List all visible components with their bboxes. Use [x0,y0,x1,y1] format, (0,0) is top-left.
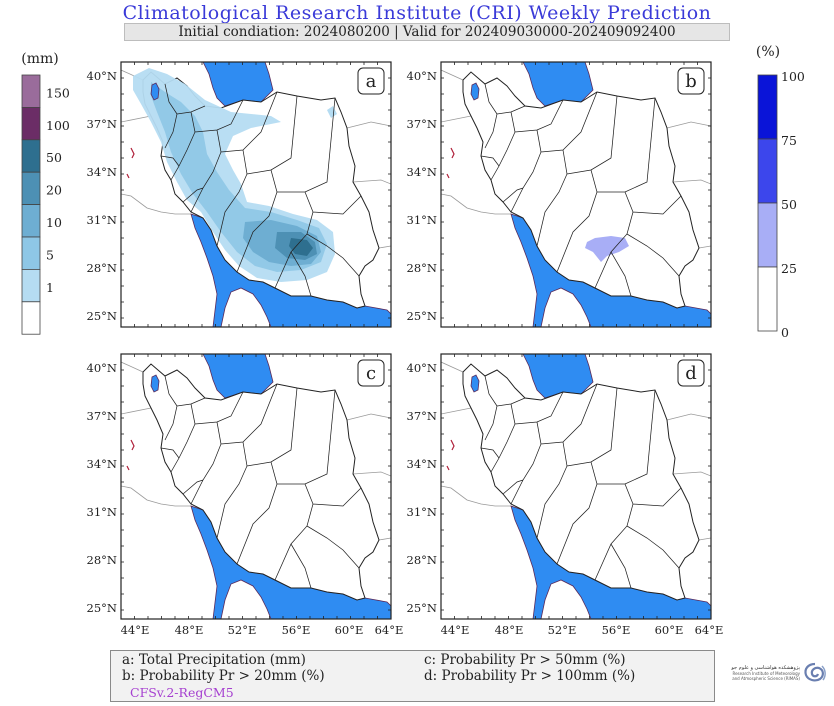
latitude-label: 34°N [87,165,117,179]
longitude-label: 60°E [655,623,684,637]
precip-colorbar-tick: 5 [46,247,54,262]
latitude-label: 25°N [87,601,117,615]
legend-b: b: Probability Pr > 20mm (%) [122,668,325,684]
probability-colorbar-swatch [757,138,778,204]
probability-colorbar-swatch [757,202,778,268]
latitude-label: 25°N [87,309,117,323]
latitude-label: 40°N [87,69,117,83]
latitude-label: 31°N [87,213,117,227]
latitude-label: 37°N [407,117,437,131]
page-title: Climatological Research Institute (CRI) … [122,2,712,24]
swirl-logo-icon [804,662,826,682]
longitude-label: 64°E [375,623,404,637]
probability-colorbar-tick: 0 [781,325,789,340]
panel-letter-box [677,359,705,387]
precip-colorbar-tick: 150 [46,85,70,100]
probability-colorbar-swatch [757,266,778,332]
longitude-label: 44°E [121,623,150,637]
latitude-label: 28°N [87,261,117,275]
latitude-label: 37°N [87,117,117,131]
precip-colorbar-swatch [21,268,41,303]
latitude-label: 37°N [407,409,437,423]
longitude-label: 48°E [495,623,524,637]
longitude-label: 44°E [441,623,470,637]
latitude-label: 34°N [407,457,437,471]
precip-colorbar-tick: 10 [46,215,62,230]
map-panel-a: a 40°N 37°N 34°N 31°N 28°N 25°N [87,61,392,328]
precip-colorbar-swatch [21,301,41,335]
latitude-label: 40°N [407,69,437,83]
precipitation-field [133,68,337,282]
logo-line-en-1: Research Institute of Meteorology [732,671,801,676]
panel-letter-box [677,67,705,95]
panel-letter-box [357,67,385,95]
precip-colorbar-swatch [21,107,41,141]
panel-letter: b [685,71,697,92]
latitude-label: 34°N [407,165,437,179]
probability-colorbar-unit: (%) [756,44,780,60]
logo-line-en-2: and Atmospheric Science (RIMAS) [732,676,800,681]
precip-colorbar-tick: 50 [46,150,62,165]
latitude-label: 25°N [407,601,437,615]
map-panel-b: b 40°N 37°N 34°N 31°N 28°N 25°N [407,61,712,328]
latitude-label: 37°N [87,409,117,423]
latitude-label: 28°N [407,553,437,567]
latitude-label: 34°N [87,457,117,471]
latitude-label: 25°N [407,309,437,323]
longitude-label: 52°E [548,623,577,637]
probability-colorbar-tick: 75 [781,133,797,148]
precip-colorbar-tick: 1 [46,280,54,295]
probability-colorbar: (%) 100 75 50 25 0 [756,44,805,340]
precip-colorbar-swatch [21,171,41,205]
probability-colorbar-tick: 25 [781,261,797,276]
precip-colorbar-swatch [21,236,41,270]
map-panel-d: d 40°N 37°N 34°N 31°N 28°N 25°N 44°E 48°E 52°E 56°… [407,353,724,637]
panel-letter: d [685,363,697,384]
panel-letter-box [357,359,385,387]
precip-colorbar-swatch [21,139,41,173]
probability-colorbar-swatch [757,74,778,140]
precip-colorbar-swatch [21,204,41,238]
precip-colorbar-tick: 100 [46,118,70,133]
institute-logo: پژوهشکده هواشناسی و علوم جو Research Ins… [728,662,828,698]
latitude-label: 28°N [407,261,437,275]
probability-colorbar-tick: 100 [781,69,805,84]
longitude-label: 64°E [695,623,724,637]
longitude-label: 56°E [282,623,311,637]
map-panel-c: c 40°N 37°N 34°N 31°N 28°N 25°N 44°E 48°E 52°E 56°… [87,353,404,637]
subtitle: Initial condiation: 2024080200 | Valid f… [178,24,676,40]
legend-a: a: Total Precipitation (mm) [122,652,306,668]
precip-colorbar: (mm) 150 100 50 20 10 5 1 [21,51,70,335]
precip-colorbar-tick: 20 [46,183,62,198]
legend-c: c: Probability Pr > 50mm (%) [424,652,626,668]
logo-line-fa: پژوهشکده هواشناسی و علوم جو [731,665,800,671]
precip-colorbar-unit: (mm) [21,51,58,67]
panel-letter: a [366,71,377,92]
panel-letter: c [366,363,376,384]
longitude-label: 52°E [228,623,257,637]
model-name: CFSv.2-RegCM5 [130,685,234,700]
longitude-label: 56°E [602,623,631,637]
probability-field [585,236,629,262]
probability-colorbar-tick: 50 [781,197,797,212]
longitude-label: 60°E [335,623,364,637]
latitude-label: 40°N [87,361,117,375]
latitude-label: 40°N [407,361,437,375]
latitude-label: 31°N [87,505,117,519]
precip-colorbar-swatch [21,74,41,108]
latitude-label: 31°N [407,505,437,519]
latitude-label: 28°N [87,553,117,567]
legend-box [110,650,715,702]
latitude-label: 31°N [407,213,437,227]
subtitle-box [124,23,730,41]
legend-d: d: Probability Pr > 100mm (%) [424,668,636,684]
longitude-label: 48°E [175,623,204,637]
